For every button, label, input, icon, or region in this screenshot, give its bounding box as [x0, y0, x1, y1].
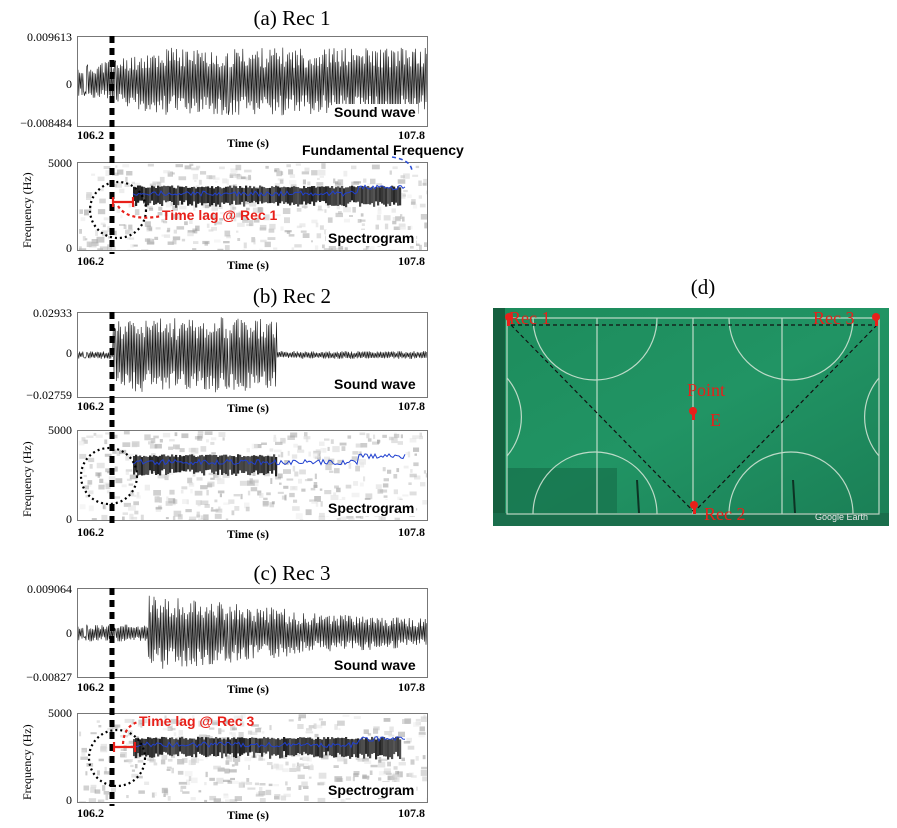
- waveform-trace: [78, 47, 427, 116]
- panel-b-title: (b) Rec 2: [252, 284, 332, 308]
- panel-a-spec-xmax: 107.8: [398, 254, 425, 268]
- time-lag-rec3-label: Time lag @ Rec 3: [139, 713, 255, 729]
- panel-b-wave-xlabel: Time (s): [226, 401, 270, 415]
- panel-c-wave-label: Sound wave: [332, 657, 418, 673]
- panel-a-wave-yzero: 0: [66, 77, 72, 91]
- panel-a-wave-xmax: 107.8: [398, 128, 425, 142]
- panel-c-spec-xmax: 107.8: [398, 806, 425, 820]
- onset-circle-b: [79, 446, 139, 506]
- fundamental-frequency-bracket: [391, 156, 413, 173]
- panel-a-wave-xmin: 106.2: [77, 128, 104, 142]
- onset-circle-c: [87, 728, 147, 788]
- time-lag-marker-c: [112, 720, 139, 752]
- panel-b-spec-ymin: 0: [66, 512, 72, 526]
- panel-b-wave-xmax: 107.8: [398, 399, 425, 413]
- point-e-label-line1: Point: [687, 380, 726, 400]
- panel-c-spectrogram-plot: [77, 713, 428, 803]
- fundamental-frequency-label: Fundamental Frequency: [302, 142, 464, 158]
- panel-b-wave-ymin: −0.02759: [26, 388, 72, 402]
- panel-c-spec-xlabel: Time (s): [226, 808, 270, 822]
- rec1-map-label: Rec 1: [509, 308, 551, 328]
- panel-b-spec-xmax: 107.8: [398, 525, 425, 539]
- panel-c-wave-ymax: 0.009064: [27, 582, 72, 596]
- panel-b-wave-xmin: 106.2: [77, 399, 104, 413]
- panel-b-spectrogram: [78, 431, 427, 520]
- panel-c-wave-xmax: 107.8: [398, 680, 425, 694]
- rec2-pin-icon: [690, 501, 698, 514]
- panel-a-title: (a) Rec 1: [253, 6, 331, 30]
- panel-a-wave-label: Sound wave: [332, 104, 418, 120]
- fundamental-frequency-trace: [132, 184, 406, 197]
- panel-a-spec-xmin: 106.2: [77, 254, 104, 268]
- panel-c-spec-ymax: 5000: [48, 706, 72, 720]
- rec3-map-label: Rec 3: [813, 308, 855, 328]
- field-border-bottom: [493, 513, 889, 526]
- waveform-trace: [78, 317, 427, 393]
- panel-b-wave-ymax: 0.02933: [33, 306, 72, 320]
- panel-b-spec-label: Spectrogram: [326, 500, 417, 516]
- time-lag-rec1-label: Time lag @ Rec 1: [162, 207, 278, 223]
- panel-a-wave-ymin: −0.008484: [20, 116, 72, 130]
- google-earth-watermark: Google Earth: [815, 512, 869, 522]
- panel-b-spec-xlabel: Time (s): [226, 527, 270, 541]
- panel-c-spec-xmin: 106.2: [77, 806, 104, 820]
- field-image: [493, 308, 889, 526]
- panel-c-wave-ymin: −0.00827: [26, 670, 72, 684]
- panel-b-spec-ymax: 5000: [48, 423, 72, 437]
- point-e-label-line2: E: [710, 410, 721, 430]
- panel-b-wave-label: Sound wave: [332, 376, 418, 392]
- rec2-map-label: Rec 2: [704, 504, 746, 524]
- time-lag-marker-a: [111, 197, 163, 219]
- panel-b-spectrogram-plot: [77, 430, 428, 521]
- point-e-pin-icon: [689, 407, 697, 420]
- panel-a-spec-xlabel: Time (s): [226, 258, 270, 272]
- panel-a-waveform: [78, 47, 427, 116]
- panel-c-spec-label: Spectrogram: [326, 782, 417, 798]
- panel-a-spec-ymin: 0: [66, 241, 72, 255]
- fundamental-frequency-trace: [132, 452, 406, 466]
- rec1-pin-icon: [505, 313, 513, 326]
- fundamental-frequency-trace: [132, 735, 406, 749]
- panel-a-spec-label: Spectrogram: [326, 230, 417, 246]
- panel-c-waveform: [78, 595, 427, 669]
- panel-c-wave-yzero: 0: [66, 626, 72, 640]
- panel-a-spec-ymax: 5000: [48, 156, 72, 170]
- field-border-left: [493, 308, 505, 526]
- panel-d-title: (d): [690, 275, 716, 299]
- triangle-lines: [510, 324, 878, 513]
- panel-c-wave-xlabel: Time (s): [226, 682, 270, 696]
- panel-c-title: (c) Rec 3: [253, 561, 331, 585]
- panel-a-wave-ymax: 0.009613: [27, 30, 72, 44]
- panel-b-wave-yzero: 0: [66, 346, 72, 360]
- rec3-pin-icon: [872, 313, 880, 326]
- panel-a-wave-xlabel: Time (s): [226, 136, 270, 150]
- panel-b-spec-xmin: 106.2: [77, 525, 104, 539]
- waveform-trace: [78, 595, 427, 669]
- floodlight-poles: [636, 479, 796, 514]
- panel-c-wave-xmin: 106.2: [77, 680, 104, 694]
- panel-c-spec-ymin: 0: [66, 793, 72, 807]
- panel-b-waveform: [78, 317, 427, 393]
- aerial-map: Rec 1 Rec 3 Point E Rec 2 Google Earth: [493, 308, 889, 526]
- onset-circle-a: [88, 180, 148, 240]
- shadow-area: [507, 468, 617, 516]
